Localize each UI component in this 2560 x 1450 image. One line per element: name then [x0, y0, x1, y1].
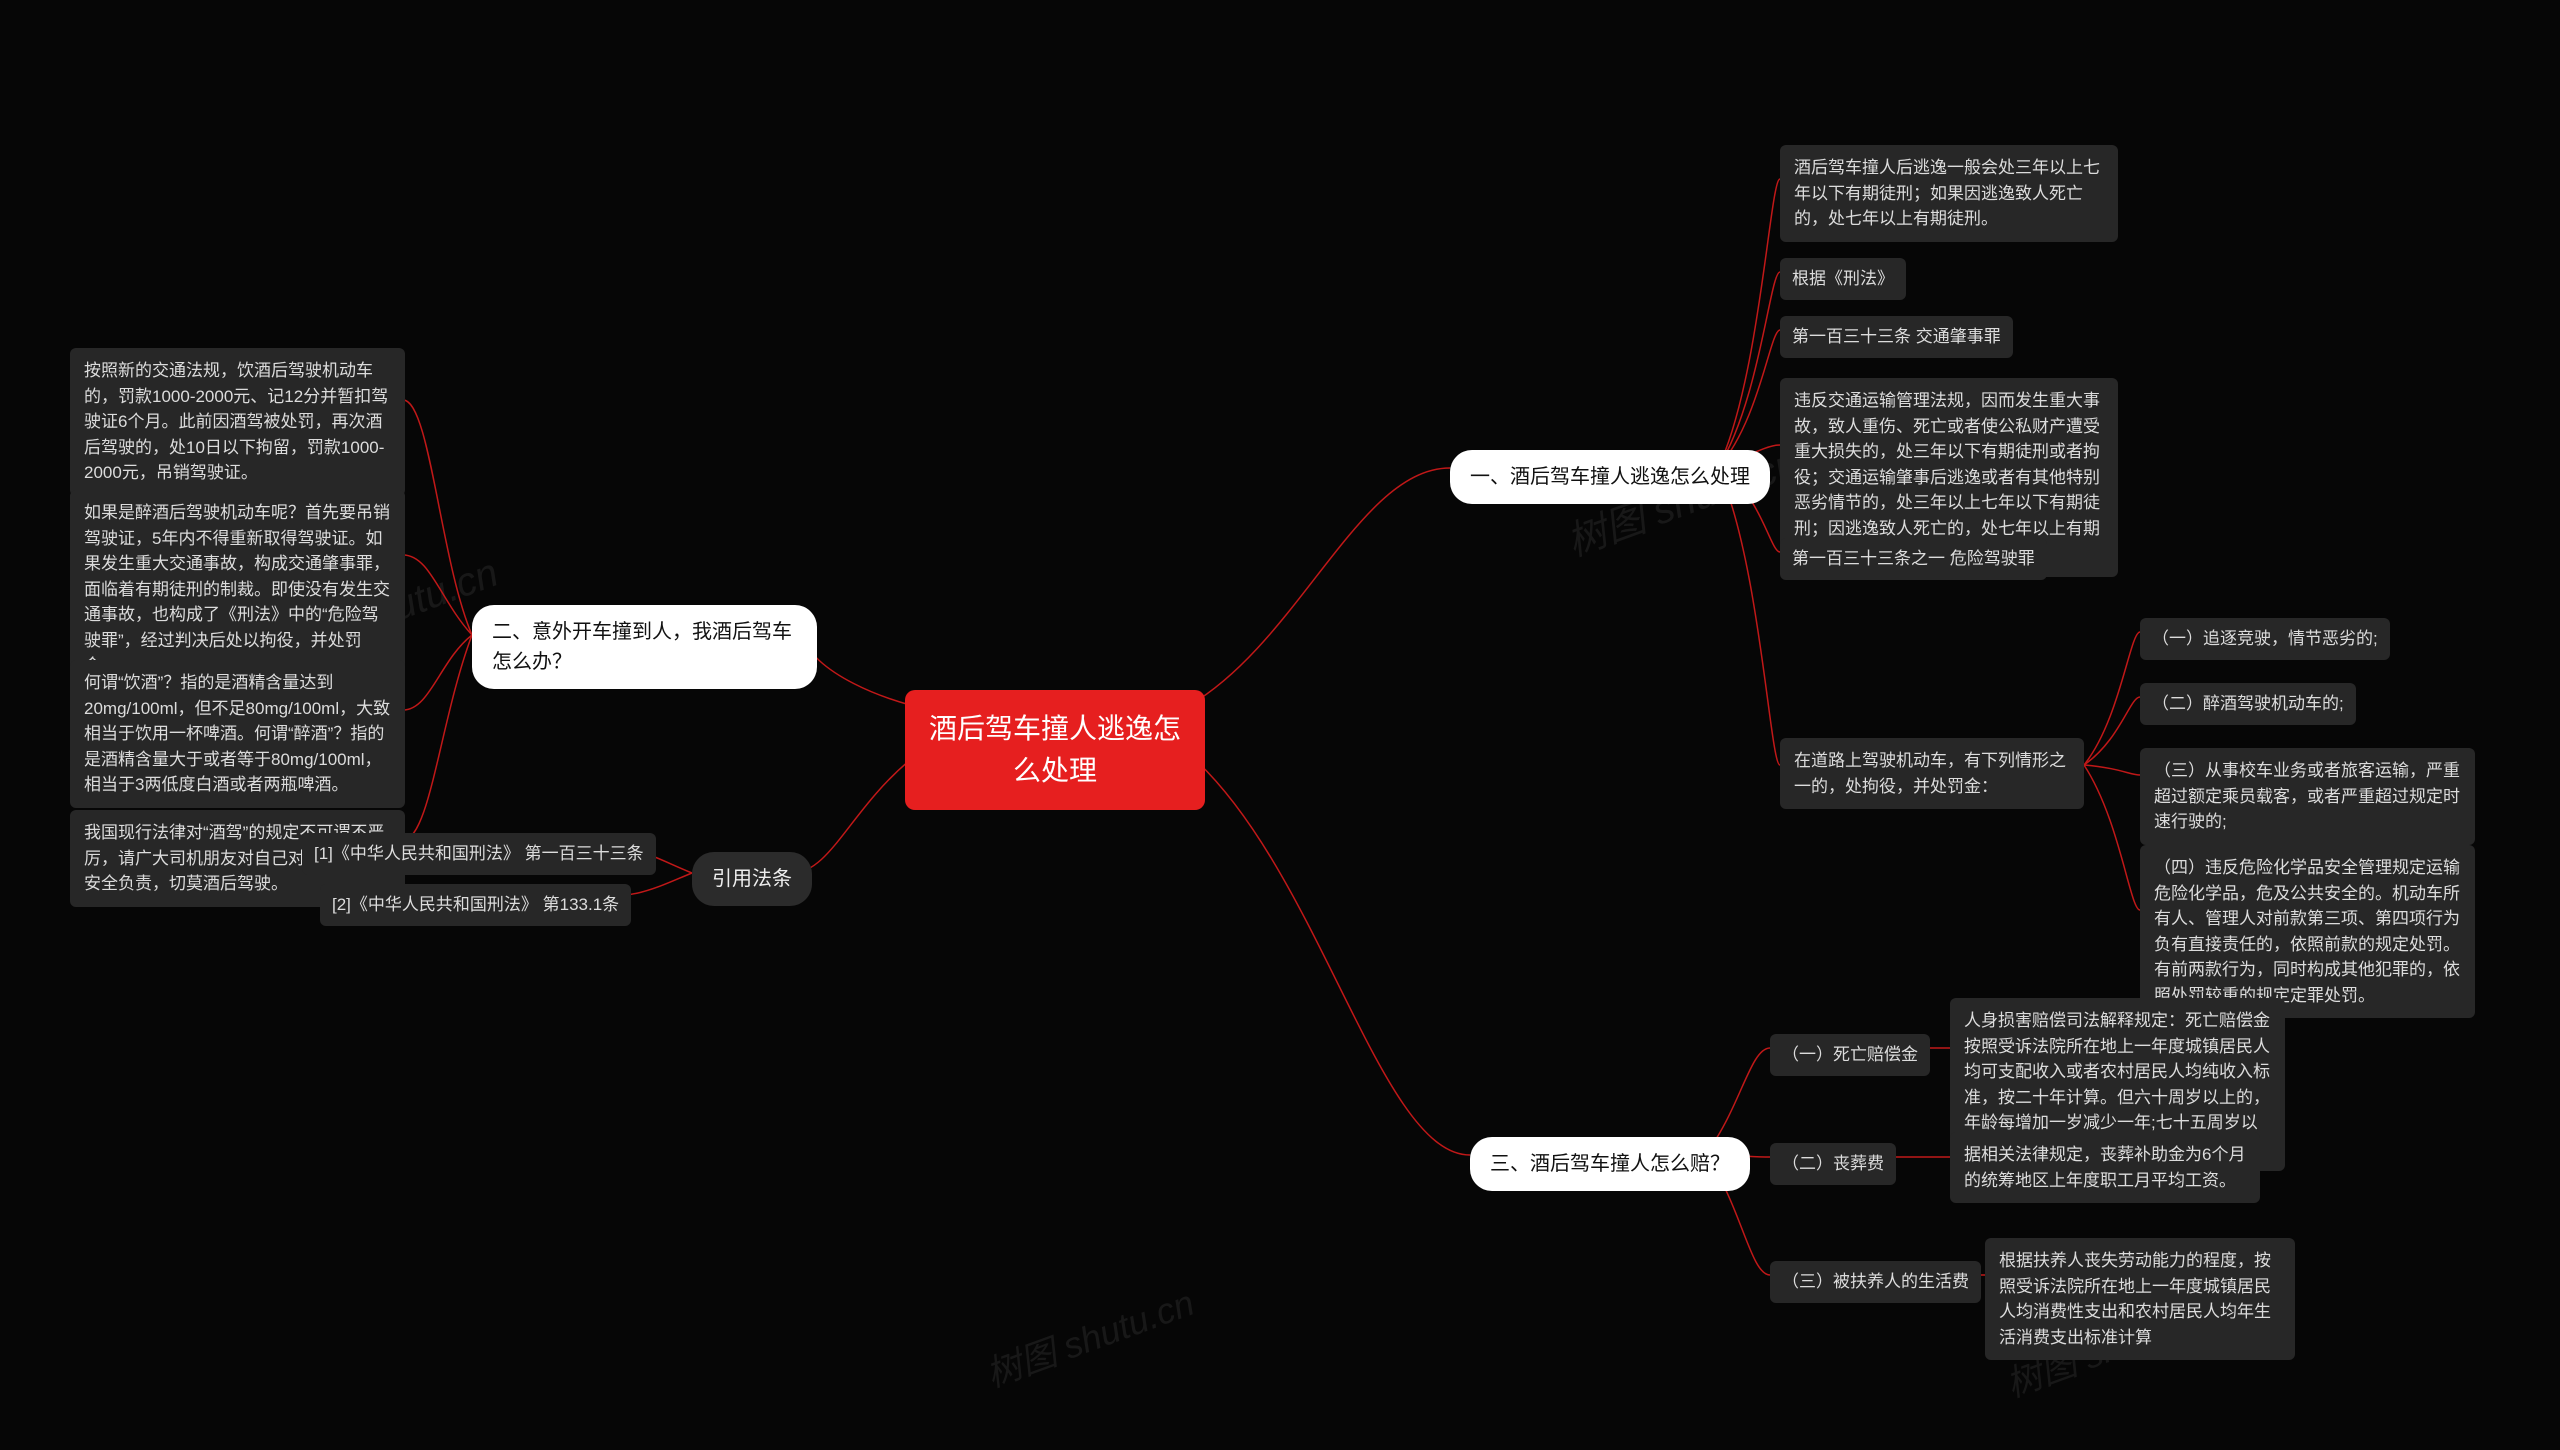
b3-c2-detail: 据相关法律规定，丧葬补助金为6个月的统筹地区上年度职工月平均工资。 — [1950, 1132, 2260, 1203]
watermark: 树图 shutu.cn — [978, 1274, 1201, 1397]
branch-1: 一、酒后驾车撞人逃逸怎么处理 — [1450, 450, 1770, 504]
b2-n2: 如果是醉酒后驾驶机动车呢？首先要吊销驾驶证，5年内不得重新取得驾驶证。如果发生重… — [70, 490, 405, 689]
b1-sub-i2: （二）醉酒驾驶机动车的; — [2140, 683, 2356, 725]
b1-n2: 根据《刑法》 — [1780, 258, 1906, 300]
ref-r1: [1]《中华人民共和国刑法》 第一百三十三条 — [302, 833, 656, 875]
b1-sub-title: 在道路上驾驶机动车，有下列情形之一的，处拘役，并处罚金： — [1780, 738, 2084, 809]
ref-r2: [2]《中华人民共和国刑法》 第133.1条 — [320, 884, 631, 926]
b1-sub-i1: （一）追逐竞驶，情节恶劣的; — [2140, 618, 2390, 660]
ref-branch: 引用法条 — [692, 852, 812, 906]
center-topic: 酒后驾车撞人逃逸怎么处理 — [905, 690, 1205, 810]
b3-c2-label: （二）丧葬费 — [1770, 1143, 1896, 1185]
branch-3: 三、酒后驾车撞人怎么赔？ — [1470, 1137, 1750, 1191]
b3-c3-label: （三）被扶养人的生活费 — [1770, 1261, 1981, 1303]
b2-n1: 按照新的交通法规，饮酒后驾驶机动车的，罚款1000-2000元、记12分并暂扣驾… — [70, 348, 405, 496]
b2-n3: 何谓“饮酒”？指的是酒精含量达到20mg/100ml，但不足80mg/100ml… — [70, 660, 405, 808]
b1-n1: 酒后驾车撞人后逃逸一般会处三年以上七年以下有期徒刑；如果因逃逸致人死亡的，处七年… — [1780, 145, 2118, 242]
b1-n3: 第一百三十三条 交通肇事罪 — [1780, 316, 2013, 358]
b3-c1-label: （一）死亡赔偿金 — [1770, 1034, 1930, 1076]
b3-c3-detail: 根据扶养人丧失劳动能力的程度，按照受诉法院所在地上一年度城镇居民人均消费性支出和… — [1985, 1238, 2295, 1360]
b1-n5: 第一百三十三条之一 危险驾驶罪 — [1780, 538, 2047, 580]
b1-sub-i4: （四）违反危险化学品安全管理规定运输危险化学品，危及公共安全的。机动车所有人、管… — [2140, 845, 2475, 1018]
branch-2: 二、意外开车撞到人，我酒后驾车怎么办？ — [472, 605, 817, 689]
b1-sub-i3: （三）从事校车业务或者旅客运输，严重超过额定乘员载客，或者严重超过规定时速行驶的… — [2140, 748, 2475, 845]
